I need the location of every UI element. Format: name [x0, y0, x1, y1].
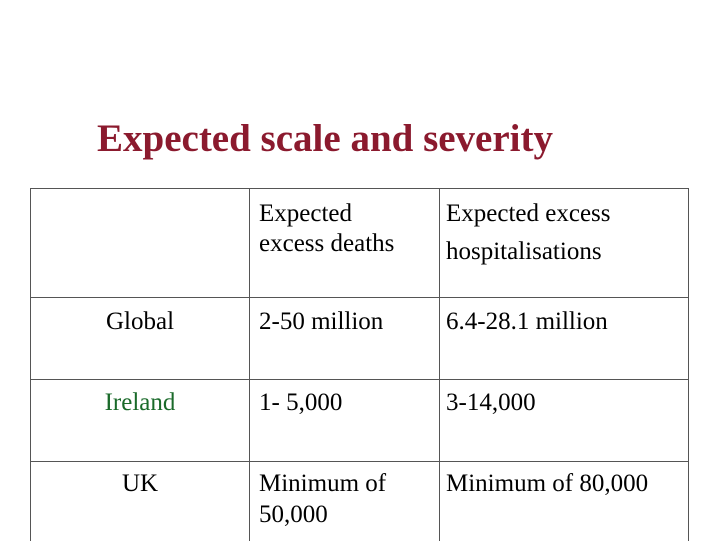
- header-deaths-line-1: Expected: [259, 200, 353, 227]
- hospitalisations-cell: 3-14,000: [439, 379, 688, 461]
- hosp-value-uk: Minimum of 80,000: [446, 470, 649, 497]
- deaths-cell: Minimum of 50,000: [249, 461, 439, 541]
- region-label-global: Global: [105, 308, 175, 335]
- table-row: Global 2-50 million 6.4-28.1 million: [31, 297, 688, 380]
- hospitalisations-cell: 6.4-28.1 million: [439, 297, 688, 379]
- deaths-value-ireland: 1- 5,000: [259, 389, 343, 416]
- deaths-value-uk-line-1: Minimum of: [259, 470, 387, 497]
- hospitalisations-cell: Minimum of 80,000: [439, 461, 688, 541]
- region-label-ireland: Ireland: [104, 389, 176, 416]
- hosp-value-ireland: 3-14,000: [446, 389, 536, 416]
- hosp-value-global: 6.4-28.1 million: [446, 308, 608, 335]
- deaths-value-global: 2-50 million: [259, 308, 384, 335]
- table-row: Ireland 1- 5,000 3-14,000: [31, 379, 688, 462]
- header-cell-hospitalisations: Expected excess hospitalisations: [439, 189, 688, 297]
- deaths-cell: 1- 5,000: [249, 379, 439, 461]
- region-cell: Global: [31, 297, 249, 379]
- table-header-row: Expected excess deaths Expected excess h…: [31, 189, 688, 298]
- deaths-value-uk-line-2: 50,000: [259, 501, 328, 528]
- region-label-uk: UK: [121, 470, 159, 497]
- table-row: UK Minimum of 50,000 Minimum of 80,000: [31, 461, 688, 541]
- header-hosp-line-2: hospitalisations: [446, 238, 602, 265]
- severity-table: Expected excess deaths Expected excess h…: [30, 188, 689, 541]
- header-cell-empty: [31, 189, 249, 297]
- header-deaths-line-2: excess deaths: [259, 230, 395, 257]
- region-cell: UK: [31, 461, 249, 541]
- deaths-cell: 2-50 million: [249, 297, 439, 379]
- header-hosp-line-1: Expected excess: [446, 200, 611, 227]
- header-cell-deaths: Expected excess deaths: [249, 189, 439, 297]
- region-cell: Ireland: [31, 379, 249, 461]
- slide-title: Expected scale and severity: [97, 117, 554, 160]
